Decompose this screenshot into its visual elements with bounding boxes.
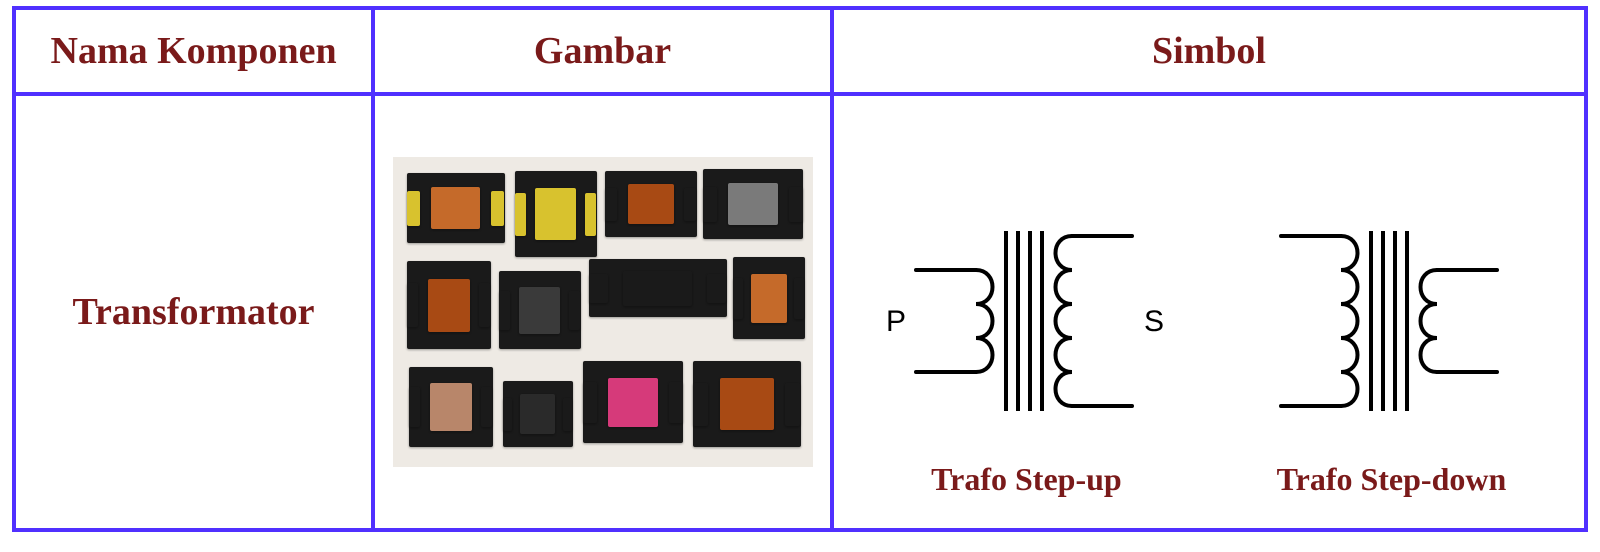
stepup-block: PS Trafo Step-up [856, 116, 1196, 498]
header-simbol-text: Simbol [1152, 29, 1266, 73]
component-name-text: Transformator [73, 290, 315, 334]
svg-text:S: S [1144, 305, 1164, 338]
table-header-row: Nama Komponen Gambar Simbol [16, 10, 1584, 96]
cell-simbol: PS Trafo Step-up Trafo Step-down [834, 96, 1584, 528]
cell-gambar [375, 96, 834, 528]
symbol-container: PS Trafo Step-up Trafo Step-down [834, 96, 1584, 528]
component-table: Nama Komponen Gambar Simbol Transformato… [12, 6, 1588, 532]
header-gambar-text: Gambar [534, 29, 671, 73]
header-gambar: Gambar [375, 10, 834, 92]
header-simbol: Simbol [834, 10, 1584, 92]
transformer-photo [393, 157, 813, 467]
header-nama: Nama Komponen [16, 10, 375, 92]
table-row: Transformator PS Trafo Step-up Trafo Ste… [16, 96, 1584, 528]
stepdown-label: Trafo Step-down [1277, 461, 1507, 498]
stepdown-symbol-icon [1221, 191, 1561, 451]
stepdown-block: Trafo Step-down [1221, 116, 1561, 498]
header-nama-text: Nama Komponen [51, 29, 337, 73]
stepup-label: Trafo Step-up [931, 461, 1122, 498]
svg-text:P: P [886, 305, 906, 338]
stepup-symbol-icon: PS [856, 191, 1196, 451]
cell-component-name: Transformator [16, 96, 375, 528]
